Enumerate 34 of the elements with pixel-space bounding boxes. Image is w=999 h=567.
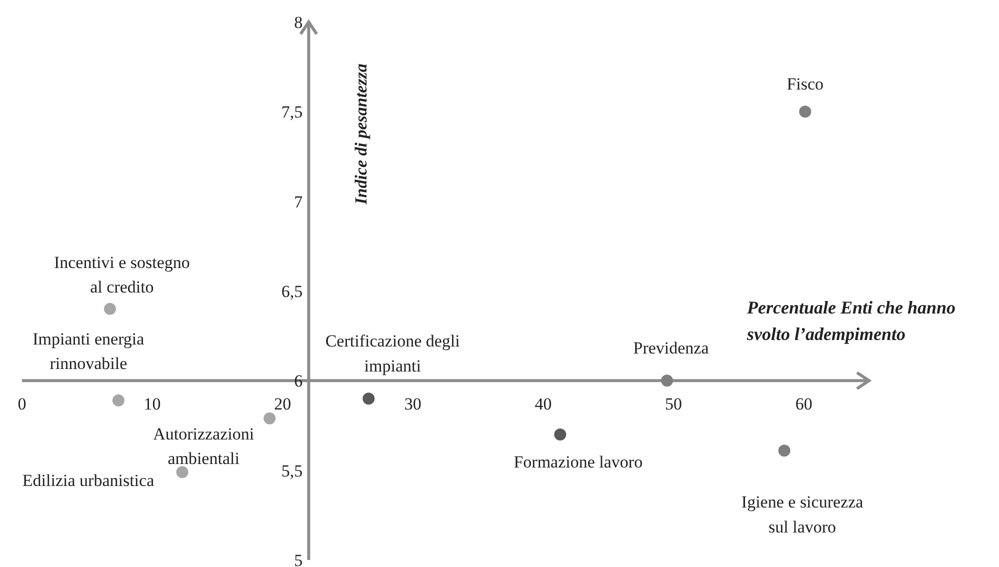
y-tick-label: 6 bbox=[294, 372, 303, 391]
annotation: Igiene e sicurezza sul lavoro bbox=[741, 492, 864, 536]
point bbox=[554, 428, 566, 440]
y-tick-label: 6,5 bbox=[281, 282, 303, 301]
annotation: Edilizia urbanistica bbox=[22, 471, 155, 490]
point bbox=[661, 374, 674, 387]
x-tick-label: 50 bbox=[665, 394, 682, 414]
annotation: Formazione lavoro bbox=[514, 452, 643, 472]
point bbox=[104, 302, 116, 315]
annotation: Fisco bbox=[786, 74, 824, 94]
annotation: Impianti energia rinnovabile bbox=[32, 329, 145, 374]
y-tick-label: 8 bbox=[294, 13, 303, 32]
point bbox=[362, 392, 375, 405]
y-axis-title: Indice di pesantezza bbox=[352, 63, 371, 206]
y-tick-label: 7,5 bbox=[281, 102, 303, 122]
x-axis-title: Percentuale Enti che hanno svolto l’adempimento bbox=[746, 298, 956, 344]
point bbox=[264, 412, 276, 424]
point bbox=[778, 444, 790, 457]
annotation: Previdenza bbox=[633, 338, 710, 358]
x-tick-label: 60 bbox=[795, 394, 812, 414]
y-tick-label: 5,5 bbox=[281, 461, 303, 480]
point bbox=[799, 106, 812, 118]
annotation: Autorizzazioni ambientali bbox=[153, 424, 254, 468]
x-tick-label: 20 bbox=[274, 394, 292, 414]
point bbox=[176, 466, 188, 478]
y-tick-label: 5 bbox=[294, 551, 303, 567]
x-tick-label: 10 bbox=[144, 394, 161, 414]
annotation: Certificazione degli impianti bbox=[325, 332, 460, 376]
x-tick-label: 30 bbox=[404, 394, 422, 414]
x-tick-label: 0 bbox=[18, 394, 26, 414]
point bbox=[112, 394, 124, 406]
y-tick-label: 7 bbox=[294, 192, 304, 212]
x-tick-label: 40 bbox=[534, 394, 552, 414]
annotation: Incentivi e sostegno al credito bbox=[54, 252, 190, 297]
